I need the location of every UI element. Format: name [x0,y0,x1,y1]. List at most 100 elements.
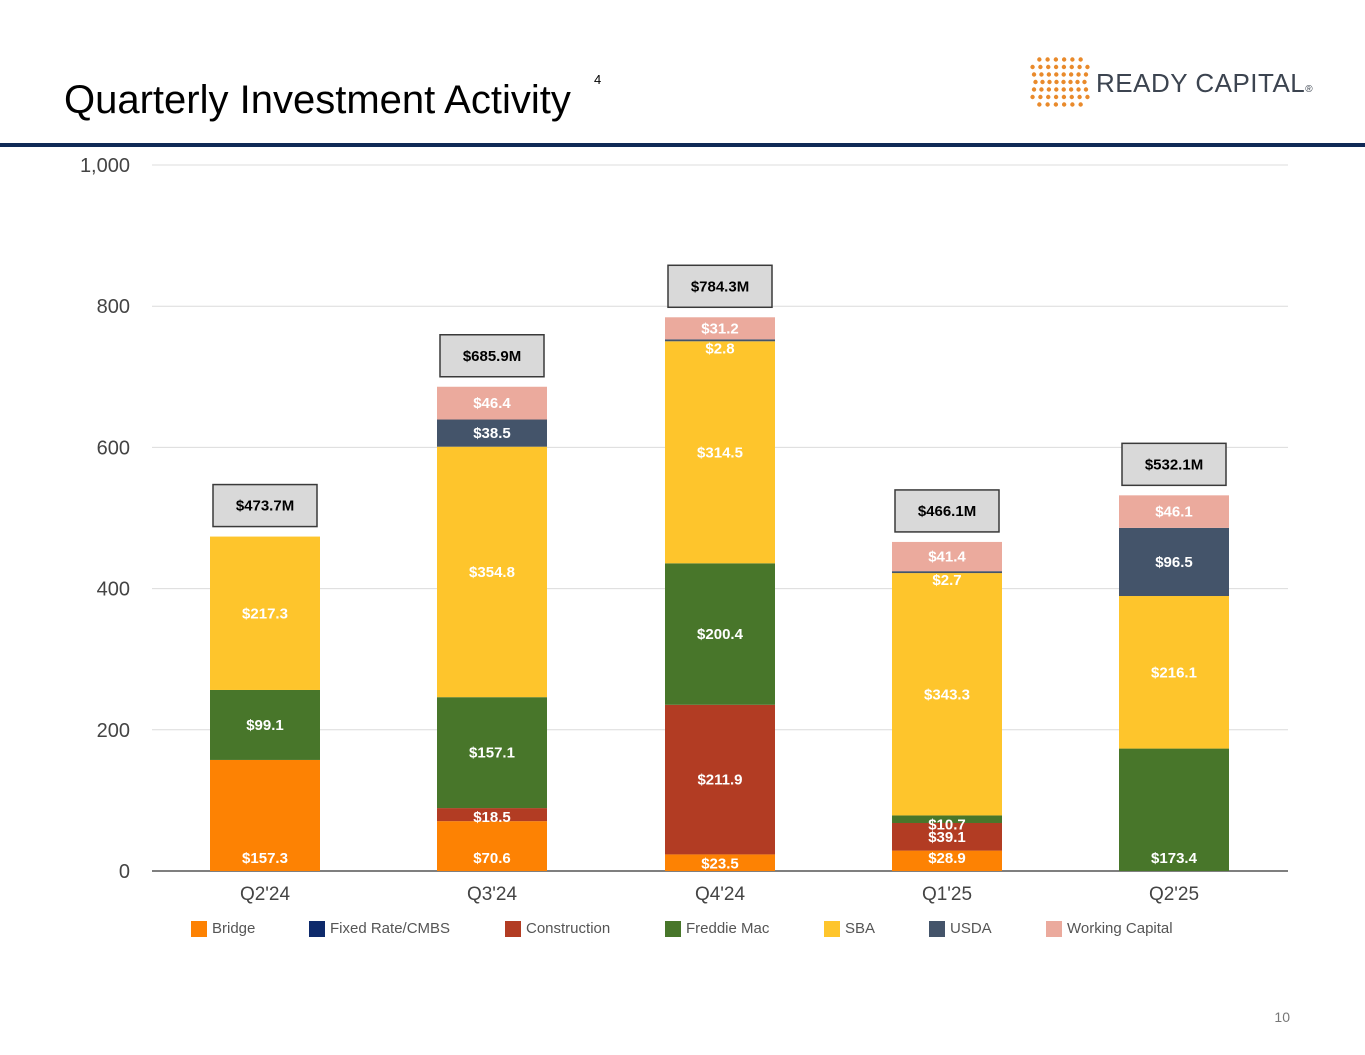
bar-segment [665,563,775,705]
data-label: $41.4 [928,549,966,566]
data-label: $200.4 [697,626,744,643]
total-label: $466.1M [918,503,976,520]
legend-item: Bridge [191,920,255,937]
logo-dot [1068,72,1074,77]
legend-swatch [309,920,325,937]
logo-dot [1047,79,1052,85]
x-tick-label: Q1'25 [922,884,972,905]
x-tick-label: Q2'24 [240,884,291,905]
data-label: $39.1 [928,829,966,846]
data-label: $18.5 [473,809,511,826]
logo-dot [1046,72,1052,77]
legend-swatch [1046,920,1062,937]
data-label: $70.6 [473,850,511,867]
bar-segment [1119,495,1229,528]
data-label: $23.5 [701,855,739,872]
data-label: $157.3 [242,850,288,867]
bar-segment [665,341,775,564]
logo-dot [1033,79,1038,85]
logo-dot [1031,72,1037,77]
x-tick-label: Q2'25 [1149,884,1199,905]
ready-capital-logo: READY CAPITAL® [1028,54,1318,114]
legend-label: Bridge [212,920,256,937]
logo-dot [1054,79,1059,85]
logo-dot [1037,57,1042,62]
bar-segment [892,541,1002,572]
legend-swatch [505,920,521,937]
legend-swatch [824,920,840,937]
bar-segment [437,808,547,822]
legend-label: Working Capital [1067,920,1173,937]
logo-wordmark: READY CAPITAL [1096,68,1306,98]
logo-dot [1045,57,1050,62]
logo-dot [1053,102,1059,107]
logo-dot [1054,72,1059,77]
y-tick-label: 200 [97,720,130,742]
bar-segment [210,536,320,690]
page-number: 10 [1274,1009,1290,1025]
logo-dot [1075,79,1080,85]
logo-dot [1038,64,1043,70]
logo-dot [1039,72,1044,77]
logo-dot [1053,94,1059,100]
bar-segment [210,689,320,760]
logo-dot [1061,102,1067,107]
data-label: $46.4 [473,395,511,412]
stacked-bar-chart: 0 200 400 600 800 1,000 $157.3 $99.1 $217.3 $473.… [80,155,1288,905]
data-label: $10.7 [928,816,966,833]
total-label: $532.1M [1145,456,1203,473]
logo-dot [1061,87,1066,92]
logo-dot [1085,64,1090,70]
logo-dot [1070,57,1075,62]
logo-dot [1046,87,1052,92]
total-box [894,489,1000,533]
footnote-marker: 4 [594,72,602,87]
legend-swatch [191,920,207,937]
logo-dot [1030,64,1035,70]
data-label: $28.9 [928,850,966,867]
bar-segment [1119,748,1229,871]
data-label: $354.8 [469,564,515,581]
bar-segment [437,386,547,420]
logo-dot [1061,57,1067,62]
bar-segment [665,339,775,342]
bar-segment [665,317,775,340]
total-label: $784.3M [691,278,749,295]
logo-dot [1045,102,1050,107]
logo-dot [1031,87,1037,92]
legend-label: SBA [845,920,876,937]
data-label: $211.9 [697,772,742,789]
logo-dot [1069,94,1074,100]
y-tick-label: 800 [97,296,130,318]
chart-legend: Bridge Fixed Rate/CMBS Construction Freddie… [0,920,1365,944]
logo-dots-icon [1030,57,1090,107]
page-title: Quarterly Investment Activity [64,78,571,122]
data-label: $2.7 [932,572,961,589]
logo-text: READY CAPITAL® [1096,68,1313,99]
header-rule [0,143,1365,147]
bar-segment [1119,596,1229,749]
total-label: $685.9M [463,348,521,365]
bar-segment [892,571,1002,574]
logo-dot [1078,57,1083,62]
total-box [1121,442,1227,487]
logo-dot [1037,102,1042,107]
y-tick-label: 0 [119,861,130,883]
legend-item: SBA [824,920,875,937]
total-box [439,334,545,378]
legend-item: Fixed Rate/CMBS [309,920,450,937]
logo-dot [1076,72,1081,77]
data-label: $99.1 [246,717,284,734]
logo-dot [1046,94,1051,100]
logo-dot [1085,94,1090,100]
logo-dot [1068,79,1073,85]
data-label: $217.3 [242,605,288,622]
logo-dot [1077,94,1082,100]
logo-dot [1077,64,1082,70]
logo-dot [1061,64,1067,70]
y-tick-label: 400 [97,579,130,601]
logo-dot [1046,64,1051,70]
x-tick-label: Q4'24 [695,884,746,905]
y-tick-label: 600 [97,437,130,459]
legend-label: USDA [950,920,992,937]
